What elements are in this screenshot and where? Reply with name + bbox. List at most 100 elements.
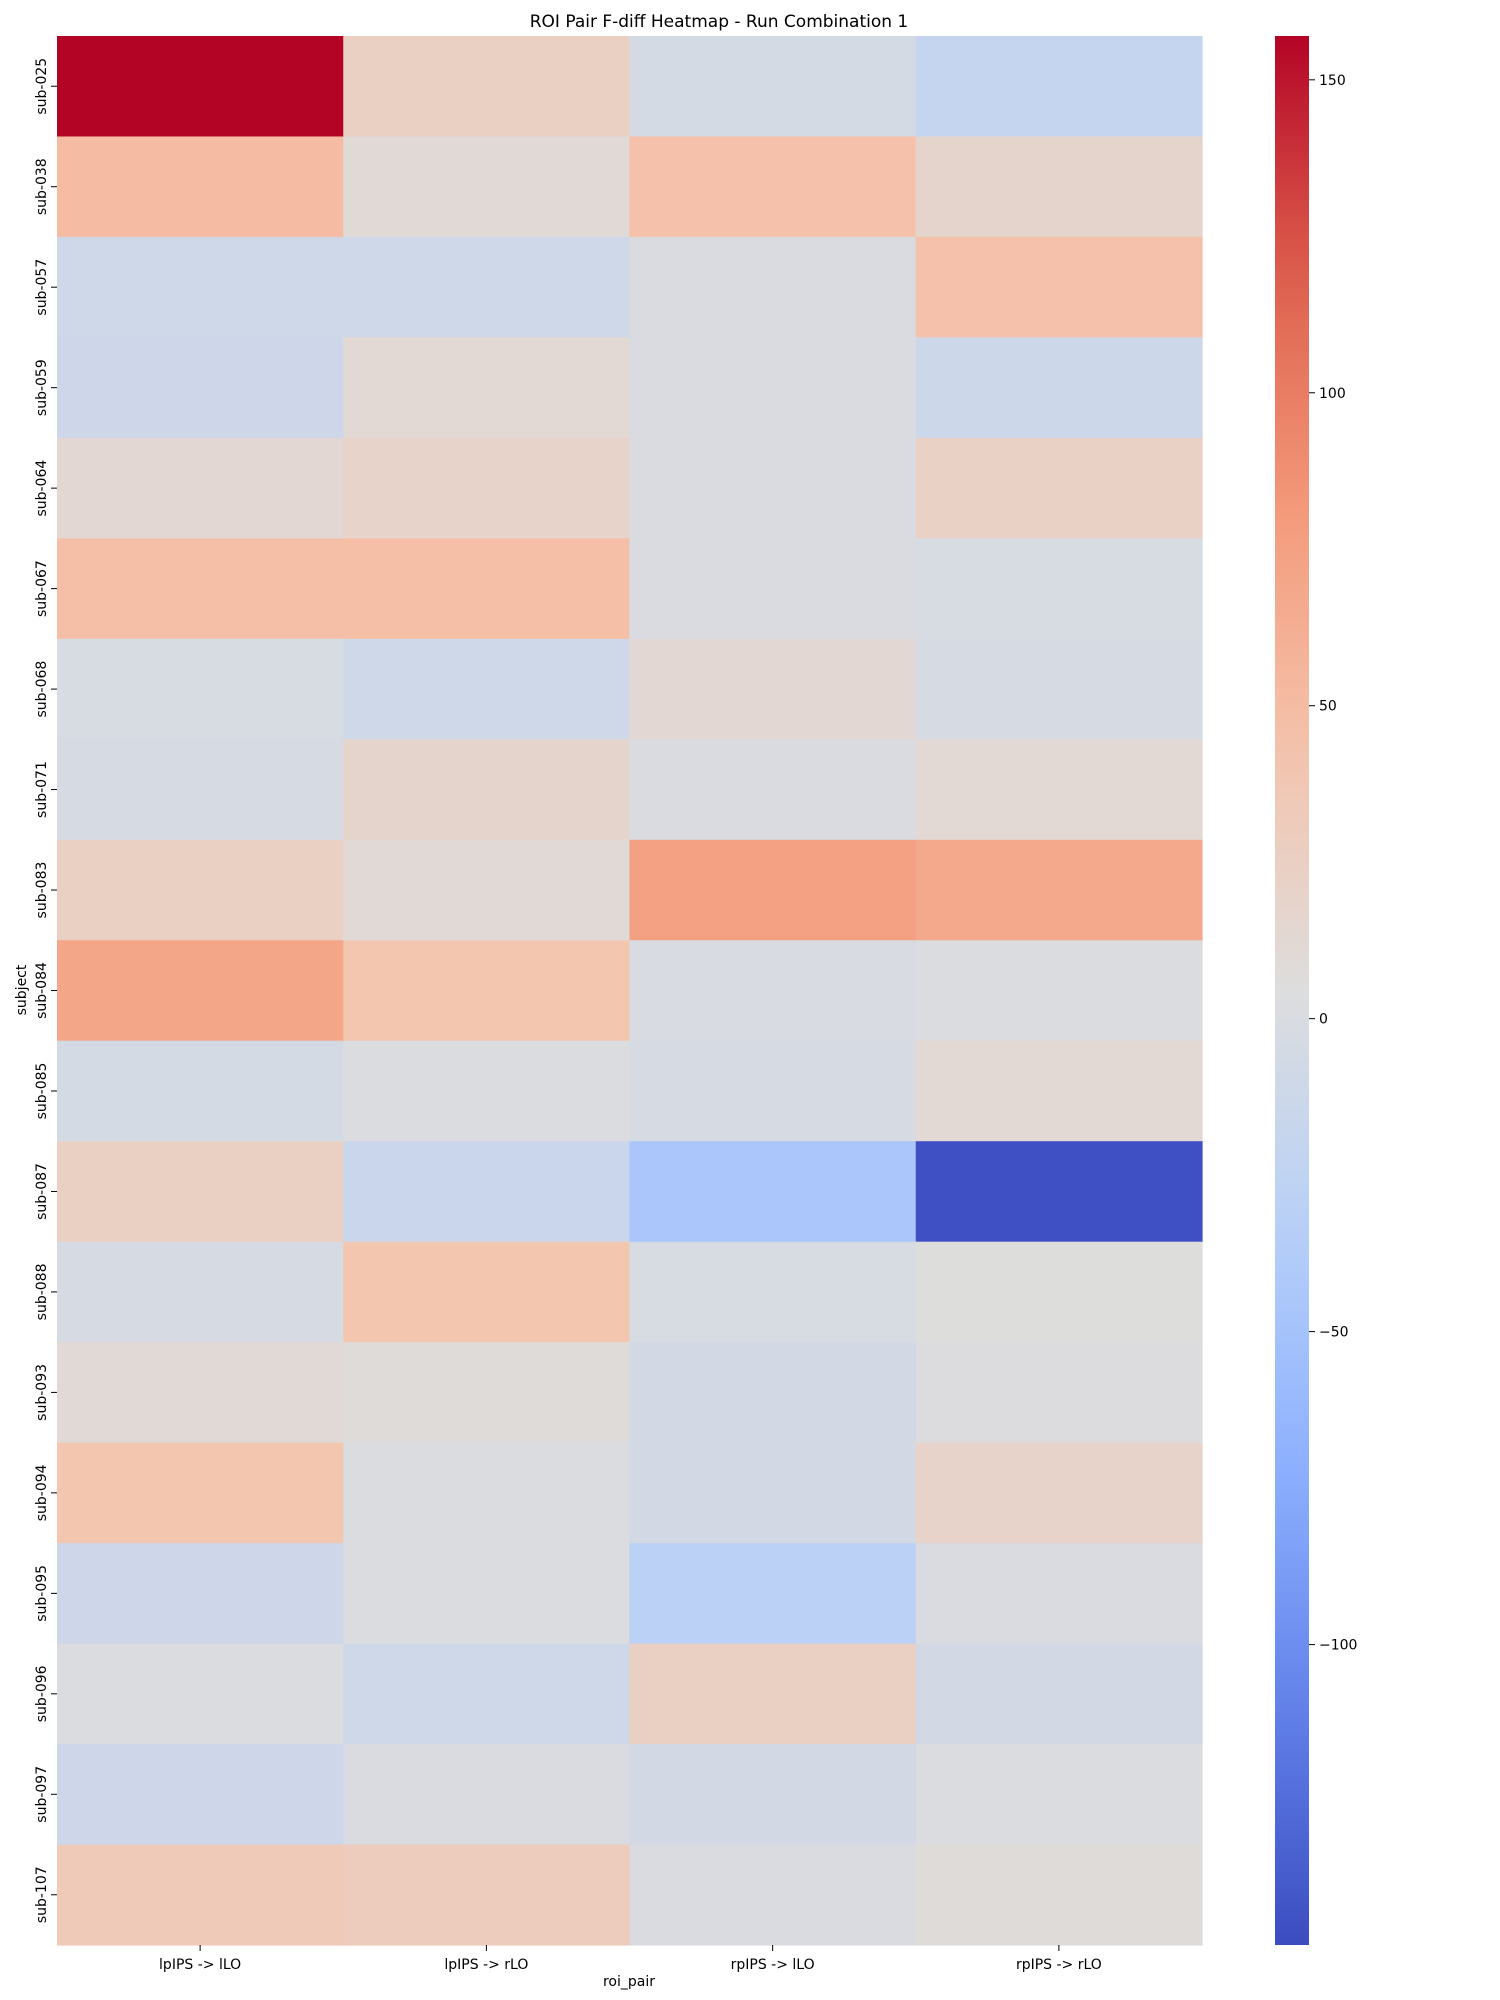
- y-tick-label: sub-097: [34, 1766, 50, 1823]
- heatmap-cell: [57, 1141, 344, 1243]
- heatmap-cell: [57, 1643, 344, 1745]
- heatmap-cell: [629, 236, 917, 339]
- heatmap-cell: [629, 1040, 917, 1142]
- heatmap-cell: [629, 337, 917, 439]
- heatmap-cell: [343, 638, 631, 740]
- heatmap-cell: [915, 36, 1203, 138]
- heatmap-cell: [629, 1241, 917, 1343]
- heatmap-cell: [629, 1141, 917, 1243]
- heatmap-cell: [343, 1442, 631, 1544]
- heatmap-cell: [915, 739, 1203, 841]
- x-tick-label: lpIPS -> lLO: [159, 1957, 241, 1973]
- y-tick-label: sub-095: [34, 1565, 50, 1622]
- heatmap-cell: [57, 940, 344, 1042]
- heatmap-cell: [629, 1342, 917, 1444]
- heatmap-cell: [343, 940, 631, 1042]
- heatmap-cell: [629, 940, 917, 1042]
- heatmap-cells: [57, 36, 1203, 1946]
- colorbar: [1275, 36, 1309, 1945]
- heatmap-cell: [57, 337, 344, 439]
- heatmap-cell: [915, 1040, 1203, 1142]
- y-tick-label: sub-087: [34, 1163, 50, 1220]
- y-tick-label: sub-088: [34, 1264, 50, 1321]
- heatmap-cell: [57, 1543, 344, 1645]
- heatmap-cell: [343, 1643, 631, 1745]
- colorbar-tick-label: −50: [1319, 1325, 1349, 1341]
- x-tick-label: rpIPS -> lLO: [731, 1957, 815, 1973]
- heatmap-cell: [915, 1844, 1203, 1946]
- heatmap-cell: [343, 1543, 631, 1645]
- heatmap-cell: [57, 638, 344, 740]
- y-tick-label: sub-093: [34, 1364, 50, 1421]
- heatmap-cell: [915, 1342, 1203, 1444]
- heatmap-cell: [343, 839, 631, 941]
- y-tick-label: sub-038: [34, 158, 50, 215]
- y-tick-label: sub-067: [34, 560, 50, 617]
- colorbar-ticks: 150 100 50 0 −50 −100: [1309, 73, 1357, 1654]
- heatmap-cell: [629, 538, 917, 640]
- y-tick-label: sub-068: [34, 661, 50, 718]
- heatmap-cell: [343, 1844, 631, 1946]
- heatmap-cell: [343, 1342, 631, 1444]
- heatmap-cell: [343, 739, 631, 841]
- y-tick-label: sub-094: [34, 1464, 50, 1521]
- heatmap-cell: [915, 1744, 1203, 1846]
- heatmap-cell: [629, 739, 917, 841]
- heatmap-cell: [915, 1643, 1203, 1745]
- x-tick-label: rpIPS -> rLO: [1016, 1957, 1102, 1973]
- y-axis-label: subject: [14, 964, 30, 1015]
- heatmap-cell: [629, 839, 917, 941]
- heatmap-cell: [57, 538, 344, 640]
- heatmap-cell: [343, 437, 631, 539]
- y-tick-label: sub-064: [34, 460, 50, 517]
- heatmap-cell: [57, 839, 344, 941]
- x-axis: lpIPS -> lLO lpIPS -> rLO rpIPS -> lLO rpIP…: [159, 1945, 1102, 1973]
- heatmap-cell: [57, 236, 344, 339]
- heatmap-cell: [343, 337, 631, 439]
- x-tick-label: lpIPS -> rLO: [444, 1957, 528, 1973]
- heatmap-cell: [915, 236, 1203, 339]
- heatmap-cell: [915, 437, 1203, 539]
- colorbar-tick-label: −100: [1319, 1638, 1357, 1654]
- heatmap-cell: [629, 136, 917, 238]
- colorbar-tick-label: 100: [1319, 386, 1346, 402]
- colorbar-tick-label: 150: [1319, 73, 1346, 89]
- heatmap-cell: [343, 538, 631, 640]
- heatmap-cell: [629, 638, 917, 740]
- heatmap-cell: [57, 739, 344, 841]
- y-tick-label: sub-084: [34, 962, 50, 1019]
- heatmap-cell: [915, 337, 1203, 439]
- colorbar-tick-label: 0: [1319, 1012, 1328, 1028]
- heatmap-cell: [915, 940, 1203, 1042]
- heatmap-cell: [57, 1844, 344, 1946]
- heatmap-cell: [915, 538, 1203, 640]
- heatmap-cell: [629, 1844, 917, 1946]
- heatmap-cell: [343, 36, 631, 138]
- heatmap-cell: [57, 1040, 344, 1142]
- heatmap-cell: [629, 1744, 917, 1846]
- heatmap-cell: [343, 136, 631, 238]
- y-tick-label: sub-057: [34, 259, 50, 316]
- y-axis: sub-025 sub-038 sub-057 sub-059 sub-064 sub-0…: [34, 58, 57, 1923]
- heatmap-cell: [343, 1040, 631, 1142]
- y-tick-label: sub-107: [34, 1866, 50, 1923]
- heatmap-cell: [629, 1643, 917, 1745]
- y-tick-label: sub-096: [34, 1665, 50, 1722]
- heatmap-cell: [343, 236, 631, 339]
- y-tick-label: sub-025: [34, 58, 50, 115]
- heatmap-cell: [629, 1543, 917, 1645]
- heatmap-cell: [629, 36, 917, 138]
- heatmap-cell: [629, 437, 917, 539]
- y-tick-label: sub-083: [34, 862, 50, 919]
- x-axis-label: roi_pair: [603, 1974, 655, 1990]
- y-tick-label: sub-071: [34, 761, 50, 818]
- heatmap-cell: [629, 1442, 917, 1544]
- heatmap-cell: [915, 1241, 1203, 1343]
- heatmap-cell: [57, 437, 344, 539]
- heatmap-cell: [57, 1342, 344, 1444]
- heatmap-cell: [915, 839, 1203, 941]
- heatmap-cell: [57, 1241, 344, 1343]
- heatmap-cell: [915, 1442, 1203, 1544]
- y-tick-label: sub-085: [34, 1063, 50, 1120]
